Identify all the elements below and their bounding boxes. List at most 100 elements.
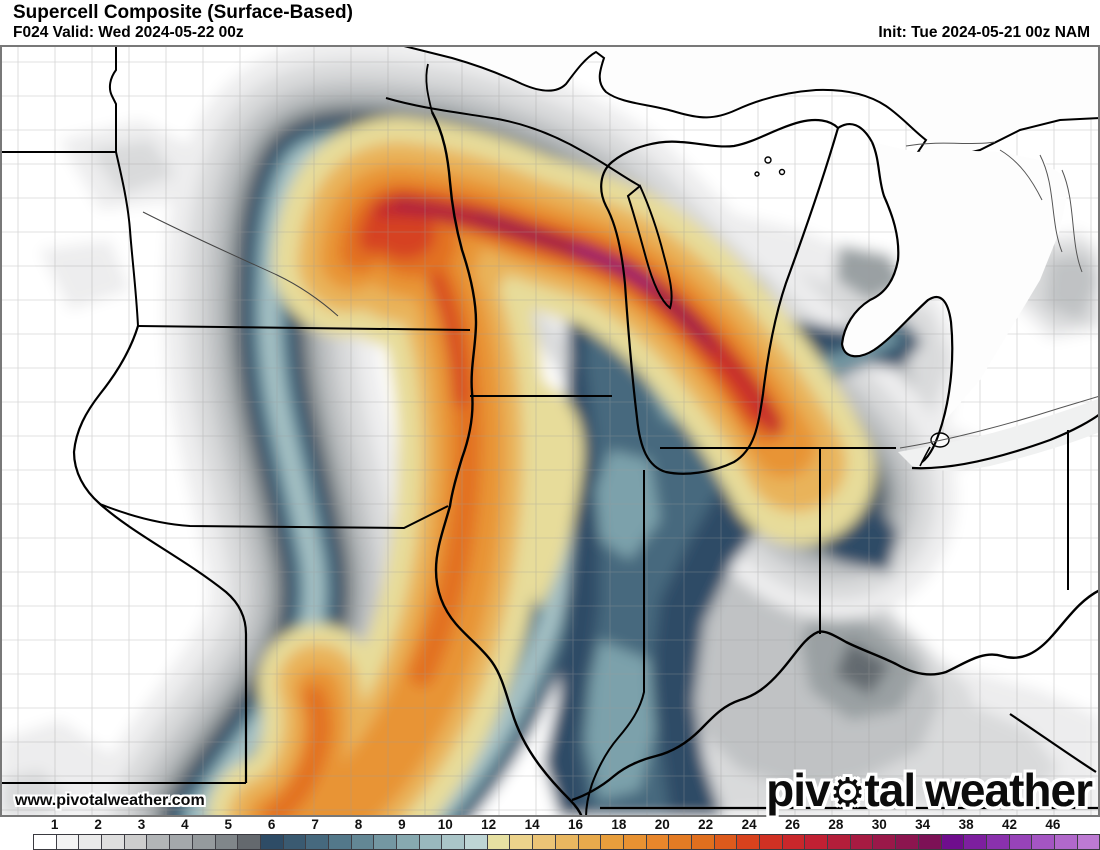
colorbar-cell bbox=[102, 835, 125, 849]
canada-georgian-bay-shore bbox=[905, 141, 1083, 273]
colorbar-tick-label: 2 bbox=[94, 817, 102, 832]
colorbar-cell bbox=[419, 835, 443, 849]
lake-erie-north-shore bbox=[899, 395, 1100, 449]
border-wi-mi bbox=[385, 97, 641, 187]
logo-word1-post: tal bbox=[864, 764, 916, 816]
colorbar-tick-label: 12 bbox=[481, 817, 497, 832]
valid-time-label: F024 Valid: Wed 2024-05-22 00z bbox=[13, 24, 244, 41]
colorbar-tick-label: 8 bbox=[354, 817, 363, 832]
forecast-map bbox=[0, 45, 1100, 817]
map-frame bbox=[0, 45, 1100, 817]
ohio-river bbox=[571, 588, 1100, 802]
colorbar-cell bbox=[873, 835, 897, 849]
map-svg bbox=[0, 45, 1100, 817]
colorbar-cell bbox=[442, 835, 466, 849]
lake-huron bbox=[842, 142, 1070, 424]
colorbar-cell bbox=[56, 835, 80, 849]
minnesota-river bbox=[142, 211, 339, 317]
colorbar-cell bbox=[533, 835, 556, 849]
colorbar-cell bbox=[896, 835, 919, 849]
pivotal-weather-logo: piv⚙tal weather bbox=[766, 763, 1093, 817]
mississippi-river bbox=[430, 111, 584, 817]
colorbar-tick-label: 26 bbox=[784, 817, 801, 832]
colorbar-cell bbox=[238, 835, 261, 849]
colorbar-cell bbox=[805, 835, 829, 849]
green-bay-shoreline bbox=[626, 184, 673, 310]
colorbar-cell bbox=[215, 835, 239, 849]
lake-michigan-shoreline bbox=[600, 118, 840, 475]
lakes bbox=[399, 45, 1100, 471]
colorbar-cell bbox=[170, 835, 193, 849]
state-borders bbox=[0, 45, 1100, 817]
colorbar-cell bbox=[669, 835, 692, 849]
gear-icon: ⚙ bbox=[829, 770, 866, 816]
logo-word2: weather bbox=[925, 764, 1093, 816]
colorbar-cell bbox=[623, 835, 647, 849]
colorbar-cell bbox=[691, 835, 715, 849]
colorbar-cell bbox=[1077, 835, 1100, 849]
colorbar-cell bbox=[941, 835, 965, 849]
beaver-island bbox=[764, 156, 772, 164]
watermark-url: www.pivotalweather.com bbox=[15, 792, 205, 809]
page-title: Supercell Composite (Surface-Based) bbox=[13, 2, 353, 23]
colorbar bbox=[33, 834, 1100, 850]
colorbar-cell bbox=[397, 835, 420, 849]
border-ia-mo bbox=[99, 503, 449, 530]
colorbar-cell bbox=[964, 835, 987, 849]
colorbar-tick-labels: 1 2 3 4 5 6 7 8 9 10 12 14 16 18 20 22 24 26 28 30 34 38 42 46 bbox=[0, 817, 1100, 834]
colorbar-cell bbox=[782, 835, 806, 849]
colorbar-cell bbox=[646, 835, 670, 849]
colorbar-cell bbox=[487, 835, 511, 849]
fox-island bbox=[754, 171, 760, 177]
colorbar-tick-label: 42 bbox=[1001, 817, 1018, 832]
colorbar-tick-label: 28 bbox=[828, 817, 844, 832]
colorbar-tick-label: 6 bbox=[267, 817, 276, 832]
colorbar-cell bbox=[601, 835, 624, 849]
colorbar-tick-label: 30 bbox=[871, 817, 887, 832]
colorbar-cell bbox=[79, 835, 103, 849]
colorbar-tick-label: 9 bbox=[398, 817, 406, 832]
colorbar-tick-label: 1 bbox=[50, 817, 59, 832]
colorbar-cell bbox=[260, 835, 284, 849]
colorbar-tick-label: 34 bbox=[915, 817, 931, 832]
colorbar-tick-label: 10 bbox=[437, 817, 453, 832]
colorbar-cell bbox=[147, 835, 171, 849]
colorbar-tick-label: 4 bbox=[181, 817, 189, 832]
colorbar-tick-label: 3 bbox=[137, 817, 146, 832]
manitou-island bbox=[778, 168, 786, 176]
colorbar-cell bbox=[465, 835, 488, 849]
colorbar-cell bbox=[192, 835, 216, 849]
lake-huron-shoreline bbox=[840, 141, 954, 463]
colorbar-tick-label: 5 bbox=[224, 817, 233, 832]
colorbar-tick-label: 46 bbox=[1045, 817, 1061, 832]
colorbar-tick-label: 16 bbox=[567, 817, 584, 832]
st-croix-river bbox=[425, 63, 433, 113]
colorbar-cell bbox=[850, 835, 874, 849]
init-time-label: Init: Tue 2024-05-21 00z NAM bbox=[878, 24, 1090, 41]
mackinac-straits-shoreline bbox=[837, 123, 873, 143]
border-ky-va bbox=[1009, 713, 1097, 773]
lake-superior bbox=[399, 45, 1100, 162]
border-mn-ia bbox=[137, 325, 471, 331]
colorbar-cell bbox=[760, 835, 783, 849]
colorbar-cell bbox=[510, 835, 534, 849]
colorbar-cell bbox=[555, 835, 579, 849]
border-sd-mn bbox=[108, 45, 139, 327]
shorelines bbox=[600, 118, 1100, 475]
colorbar-tick-label: 24 bbox=[741, 817, 757, 832]
colorbar-tick-label: 18 bbox=[611, 817, 627, 832]
colorbar-cell bbox=[283, 835, 307, 849]
colorbar-cell bbox=[374, 835, 397, 849]
colorbar-cell bbox=[351, 835, 375, 849]
colorbar-cell bbox=[918, 835, 942, 849]
colorbar-cell bbox=[578, 835, 602, 849]
lake-erie bbox=[898, 398, 1100, 471]
logo-word1-pre: piv bbox=[766, 764, 830, 816]
colorbar-tick-label: 20 bbox=[654, 817, 670, 832]
lake-erie-south-shore bbox=[911, 413, 1100, 470]
colorbar-tick-label: 22 bbox=[698, 817, 714, 832]
detroit-river bbox=[919, 446, 931, 467]
colorbar-cell bbox=[34, 835, 57, 849]
colorbar-cell bbox=[986, 835, 1010, 849]
colorbar-cell bbox=[737, 835, 760, 849]
